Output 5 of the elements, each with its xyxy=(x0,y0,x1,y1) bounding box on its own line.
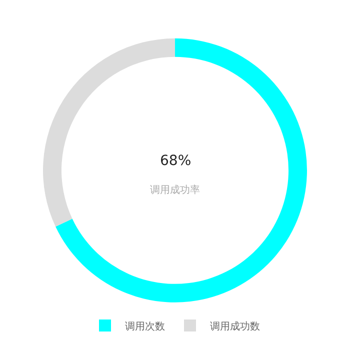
text: 调用成功率 xyxy=(150,184,200,196)
legend-label: 调用成功数 xyxy=(210,320,260,332)
text: 68% xyxy=(160,153,192,169)
legend-label: 调用次数 xyxy=(125,320,165,332)
donut-slice xyxy=(56,38,307,302)
